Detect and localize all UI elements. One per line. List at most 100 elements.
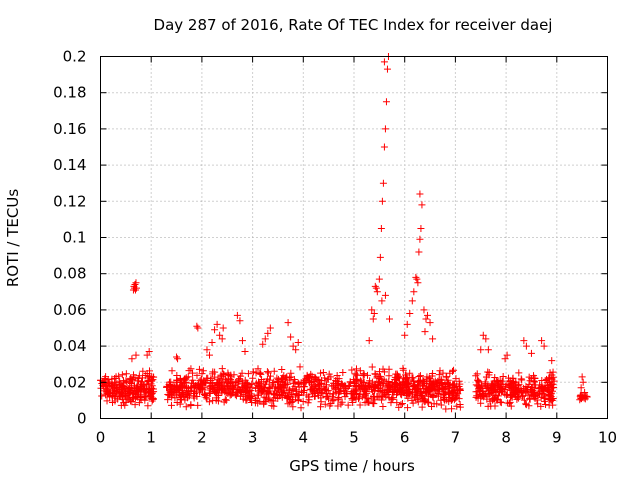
data-point [242,396,250,404]
data-point [498,388,506,396]
data-point [506,384,514,392]
data-point [123,384,131,392]
data-point [383,65,391,73]
data-point [499,372,507,380]
data-point [525,380,533,388]
data-point [368,363,376,371]
data-point [518,392,526,400]
x-tick-label: 10 [598,429,617,447]
x-tick-label: 3 [248,429,258,447]
data-point [309,385,317,393]
data-point [421,328,429,336]
data-point [275,378,283,386]
data-point [140,381,148,389]
data-point [482,380,490,388]
x-tick-label: 2 [197,429,207,447]
data-point [416,372,424,380]
data-point [122,370,130,378]
y-tick-label: 0.18 [53,84,86,102]
data-point [361,391,369,399]
data-point [453,402,461,410]
data-point [375,275,383,283]
data-point [195,380,203,388]
y-tick-label: 0 [77,410,87,428]
data-point [474,394,482,402]
data-point [549,395,557,403]
data-point [503,351,511,359]
data-point [131,286,139,294]
data-point [338,381,346,389]
data-point [478,393,486,401]
data-point [194,324,202,332]
data-point [523,386,531,394]
data-point [252,396,260,404]
data-point [196,386,204,394]
data-point [266,324,274,332]
data-point [130,371,138,379]
data-point [145,348,153,356]
data-point [339,368,347,376]
data-point [214,397,222,405]
data-point [115,388,123,396]
data-point [408,297,416,305]
data-point [455,395,463,403]
data-point [377,224,385,232]
data-point [247,395,255,403]
data-point [518,388,526,396]
data-point [540,342,548,350]
data-point [382,98,390,106]
data-point [387,395,395,403]
data-point [525,402,533,410]
axis-ticks: 0 1 2 3 4 5 6 7 8 9 10 0 0.02 0.04 0.06 0.08 0.1 0.12 0.14… [53,48,617,447]
data-point [211,326,219,334]
data-point [252,369,260,377]
data-point [193,371,201,379]
data-point [115,372,123,380]
data-point [248,390,256,398]
data-point [213,320,221,328]
data-point [504,399,512,407]
data-points [97,53,591,413]
data-point [360,371,368,379]
data-point [214,375,222,383]
data-point [128,376,136,384]
data-point [378,197,386,205]
data-point [430,379,438,387]
data-point [344,401,352,409]
data-point [374,381,382,389]
data-point [340,387,348,395]
data-point [193,393,201,401]
data-point [244,381,252,389]
data-point [317,384,325,392]
data-point [397,381,405,389]
data-point [265,390,273,398]
chart-title: Day 287 of 2016, Rate Of TEC Index for r… [154,16,553,34]
data-point [208,381,216,389]
data-point [543,379,551,387]
data-point [368,306,376,314]
data-point [274,377,282,385]
data-point [123,394,131,402]
data-point [373,288,381,296]
data-point [537,393,545,401]
data-point [203,346,211,354]
data-point [283,392,291,400]
data-point [261,380,269,388]
data-point [305,373,313,381]
data-point [288,390,296,398]
data-point [335,394,343,402]
data-point [297,404,305,412]
data-point [416,235,424,243]
data-point [319,368,327,376]
data-point [538,383,546,391]
data-point [418,403,426,411]
data-point [473,370,481,378]
data-point [522,389,530,397]
data-point [406,369,414,377]
data-point [118,371,126,379]
x-axis-label: GPS time / hours [289,457,415,475]
data-point [403,320,411,328]
data-point [132,284,140,292]
data-point [494,392,502,400]
y-tick-label: 0.02 [53,373,86,391]
